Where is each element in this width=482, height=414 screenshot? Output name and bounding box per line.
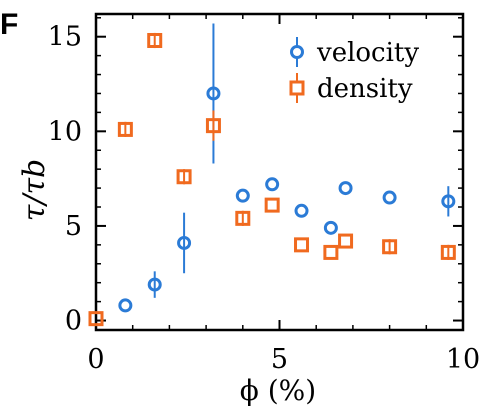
velocity-point — [382, 190, 397, 205]
panel-label: F — [0, 8, 18, 41]
density-point — [205, 118, 221, 134]
y-tick-label: 15 — [48, 22, 82, 53]
legend-velocity-label: velocity — [316, 38, 419, 68]
y-tick-label: 0 — [65, 306, 82, 337]
velocity-point — [323, 220, 338, 235]
velocity-point — [177, 235, 192, 250]
density-point — [235, 210, 251, 226]
y-tick-label: 10 — [48, 116, 82, 147]
legend-velocity-marker — [290, 45, 304, 59]
x-axis-label: ϕ (%) — [240, 374, 316, 407]
velocity-point — [147, 277, 162, 292]
density-point — [117, 121, 133, 137]
x-tick-label: 0 — [87, 344, 104, 375]
velocity-point — [235, 188, 250, 203]
velocity-point — [441, 194, 456, 209]
density-point — [147, 32, 163, 48]
legend-density-label: density — [317, 74, 413, 104]
x-tick-label: 5 — [271, 344, 288, 375]
data-marks — [88, 23, 456, 327]
axes: 0 5 10 0 5 10 15 — [48, 12, 480, 375]
velocity-point — [294, 203, 309, 218]
legend-density-marker — [289, 80, 305, 96]
legend: velocity density — [289, 37, 419, 104]
density-point — [264, 197, 280, 213]
velocity-point — [265, 177, 280, 192]
density-point — [338, 233, 354, 249]
density-point — [176, 169, 192, 185]
y-tick-label: 5 — [65, 211, 82, 242]
y-axis-label-text: τ/τb — [17, 159, 52, 222]
velocity-point — [338, 181, 353, 196]
y-axis-label: τ/τb — [17, 159, 52, 222]
density-point — [440, 244, 456, 260]
density-point — [382, 239, 398, 255]
velocity-point — [118, 298, 133, 313]
x-tick-label: 10 — [446, 344, 480, 375]
series-density — [88, 32, 456, 327]
density-point — [294, 237, 310, 253]
density-point — [323, 244, 339, 260]
velocity-point — [206, 86, 221, 101]
density-point — [88, 311, 104, 327]
